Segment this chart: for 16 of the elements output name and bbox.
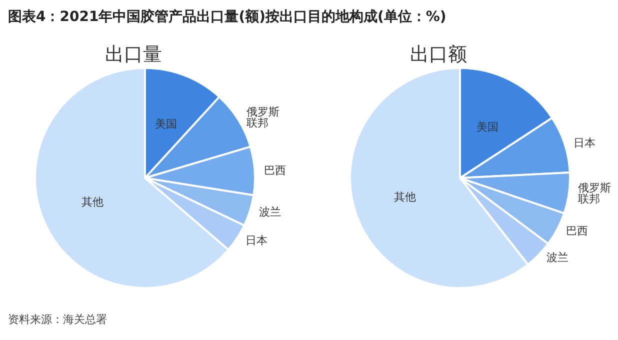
chart-subtitle: 出口量 xyxy=(105,44,162,66)
slice-label: 美国 xyxy=(155,117,178,130)
slice-label: 波兰 xyxy=(546,251,569,264)
chart-title: 图表4：2021年中国胶管产品出口量(额)按出口目的地构成(单位：%) xyxy=(8,8,448,26)
slice-label: 其他 xyxy=(81,196,104,209)
slice-label: 巴西 xyxy=(566,224,588,238)
text: 资料来源：海关总署 xyxy=(8,312,107,327)
slice-label: 其他 xyxy=(394,190,416,204)
slice-label: 日本 xyxy=(573,136,596,150)
slice-label: 日本 xyxy=(245,234,268,247)
slice-label: 波兰 xyxy=(258,205,281,218)
slice-label: 俄罗斯联邦 xyxy=(578,182,611,206)
chart-subtitle: 出口额 xyxy=(410,44,467,66)
slice-label: 美国 xyxy=(476,120,499,134)
slice-label: 巴西 xyxy=(264,164,286,177)
slice-label: 俄罗斯联邦 xyxy=(246,106,280,130)
